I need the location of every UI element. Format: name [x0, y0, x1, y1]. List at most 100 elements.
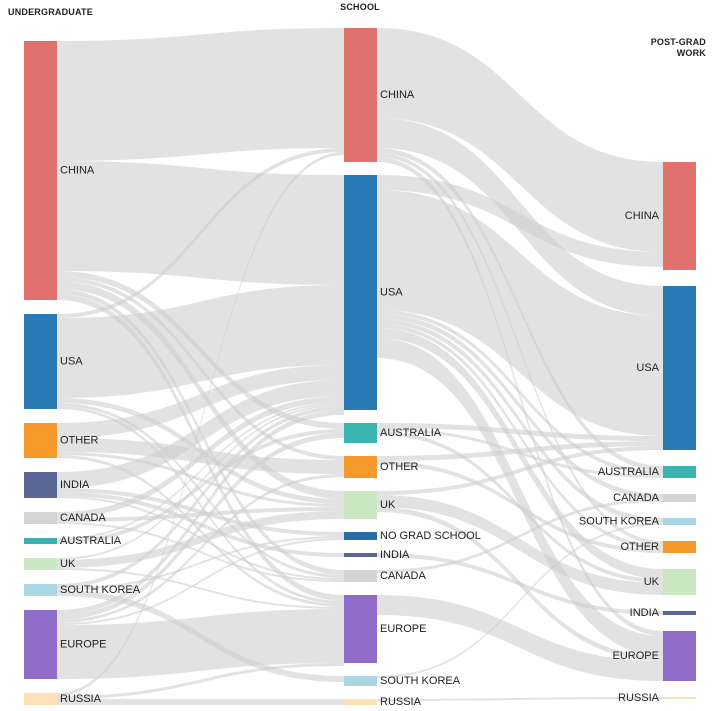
- node-label: OTHER: [621, 541, 660, 553]
- node-label: RUSSIA: [618, 692, 660, 704]
- flow: [377, 595, 663, 681]
- node-label: CHINA: [60, 164, 95, 176]
- node-bar: [663, 631, 696, 681]
- flow: [57, 403, 344, 578]
- nodes: CHINA USA OTHER INDIA CANADA AUSTRALIA UK SOUTH…: [24, 28, 696, 708]
- column-title: POST-GRAD WORK: [650, 37, 706, 58]
- flow: [57, 161, 344, 285]
- node-bar: [24, 693, 57, 705]
- node-label: CANADA: [380, 570, 427, 582]
- node-label: UK: [644, 576, 660, 588]
- flow: [377, 157, 663, 636]
- node-bar: [24, 314, 57, 409]
- node-label: CHINA: [625, 210, 660, 222]
- node-bar: [24, 558, 57, 570]
- node-bar: [663, 286, 696, 450]
- node-label: RUSSIA: [380, 696, 422, 708]
- flow: [57, 511, 344, 568]
- node-bar: [344, 676, 377, 686]
- flow: [57, 294, 344, 601]
- node-bar: [663, 494, 696, 502]
- flow: [57, 410, 344, 615]
- flow: [57, 380, 344, 488]
- flow: [377, 310, 663, 475]
- flow: [57, 396, 344, 518]
- node-label: OTHER: [380, 461, 419, 473]
- node-bar: [24, 584, 57, 596]
- node-bar: [663, 466, 696, 478]
- node-bar: [663, 541, 696, 553]
- flow: [57, 663, 344, 699]
- node-label: SOUTH KOREA: [60, 584, 141, 596]
- flow: [57, 455, 344, 607]
- node-label: USA: [60, 355, 83, 367]
- node-label: INDIA: [60, 479, 90, 491]
- flow: [57, 285, 344, 398]
- column-title: SCHOOL: [340, 2, 380, 12]
- node-bar: [24, 610, 57, 679]
- flow: [377, 338, 663, 656]
- flow: [377, 423, 663, 441]
- node-label: AUSTRALIA: [380, 427, 442, 439]
- node-label: SOUTH KOREA: [579, 515, 660, 527]
- flow: [57, 406, 344, 604]
- flow: [57, 28, 344, 161]
- node-bar: [344, 570, 377, 582]
- flow: [57, 538, 344, 625]
- node-bar: [663, 518, 696, 525]
- node-bar: [663, 162, 696, 270]
- node-bar: [344, 175, 377, 410]
- flow: [57, 406, 344, 588]
- node-label: AUSTRALIA: [60, 535, 122, 547]
- flow: [377, 28, 663, 252]
- links: [57, 28, 663, 705]
- node-bar: [344, 532, 377, 540]
- flow: [57, 402, 344, 540]
- node-label: NO GRAD SCHOOL: [380, 530, 481, 542]
- node-bar: [344, 699, 377, 705]
- flow: [377, 523, 663, 678]
- node-bar: [663, 611, 696, 615]
- flow: [377, 499, 663, 573]
- node-bar: [24, 538, 57, 544]
- flow: [377, 553, 663, 615]
- flow: [57, 609, 344, 679]
- node-bar: [344, 491, 377, 519]
- flow: [57, 568, 344, 609]
- flow: [377, 697, 663, 701]
- node-label: UK: [380, 499, 396, 511]
- flow: [377, 446, 663, 495]
- node-bar: [344, 28, 377, 162]
- node-bar: [24, 41, 57, 300]
- node-label: EUROPE: [613, 650, 659, 662]
- node-bar: [344, 553, 377, 557]
- node-label: SOUTH KOREA: [380, 675, 461, 687]
- flow: [57, 522, 344, 582]
- node-bar: [24, 512, 57, 524]
- flow: [57, 152, 344, 696]
- node-label: CHINA: [380, 89, 415, 101]
- node-bar: [344, 595, 377, 663]
- node-label: USA: [380, 286, 403, 298]
- node-label: OTHER: [60, 434, 99, 446]
- flow: [57, 148, 344, 318]
- node-bar: [344, 456, 377, 478]
- flow: [377, 495, 663, 595]
- flow: [377, 324, 663, 549]
- flow: [57, 281, 344, 499]
- node-bar: [663, 697, 696, 699]
- node-label: USA: [636, 362, 659, 374]
- node-label: CANADA: [613, 492, 660, 504]
- node-label: UK: [60, 558, 76, 570]
- node-label: RUSSIA: [60, 693, 102, 705]
- node-bar: [663, 569, 696, 595]
- flow: [57, 433, 344, 620]
- flow: [377, 319, 663, 523]
- flow: [377, 175, 663, 267]
- flow: [377, 441, 663, 461]
- node-bar: [24, 472, 57, 498]
- node-label: EUROPE: [380, 623, 426, 635]
- flow: [377, 461, 663, 553]
